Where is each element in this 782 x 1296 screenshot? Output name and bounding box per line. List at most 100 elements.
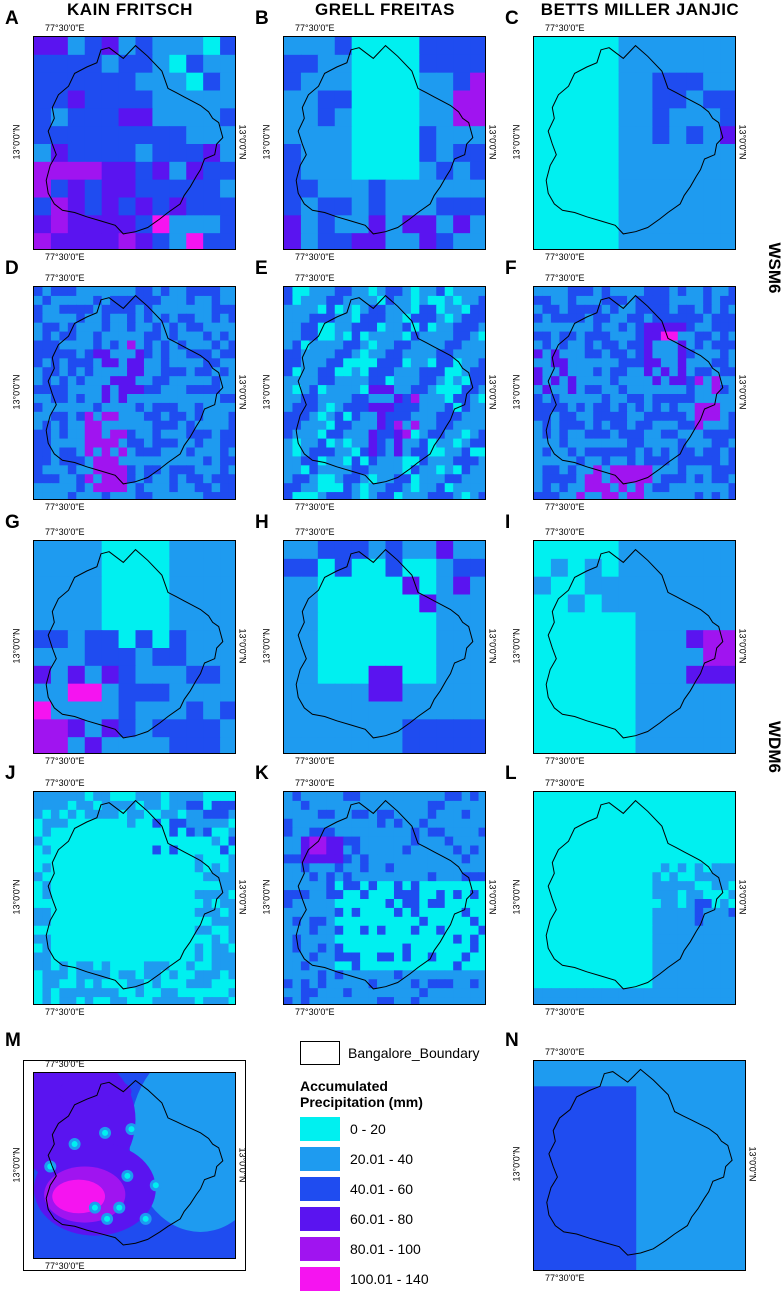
raster-cell [453,541,471,560]
raster-cell [635,179,654,199]
raster-cell [127,367,137,377]
raster-cell [534,872,544,882]
raster-cell [110,792,120,802]
raster-cell [461,367,471,377]
raster-cell [385,340,395,351]
raster-cell [220,854,230,864]
bangalore-boundary [295,294,474,485]
raster-cell [177,420,187,431]
raster-cell [593,394,603,404]
raster-cell [601,447,611,458]
raster-cell [559,394,569,404]
raster-cell [436,558,454,578]
raster-cell [220,907,230,918]
raster-cell [42,465,52,475]
raster-cell [203,429,213,440]
raster-cell [593,313,603,324]
raster-cell [194,295,204,306]
raster-cell [101,683,120,703]
raster-cell [67,943,77,954]
raster-cell [728,943,735,954]
raster-cell [618,818,628,829]
raster-cell [194,925,204,936]
raster-cell [135,438,145,449]
raster-cell [669,541,687,560]
raster-cell [550,144,569,163]
raster-cell [652,916,662,927]
raster-cell [135,349,145,359]
raster-cell [152,233,170,249]
raster-cell [660,429,670,440]
raster-cell [186,411,196,422]
latitude-tick-left: 13°0'0"N [261,374,272,410]
raster-cell [118,161,137,181]
raster-cell [593,367,603,377]
raster-cell [67,683,86,703]
raster-cell [300,420,310,431]
raster-cell [34,997,44,1004]
raster-cell [203,854,213,864]
raster-cell [419,558,437,578]
raster-cell [703,800,713,811]
raster-cell [76,304,86,315]
raster-cell [652,126,670,145]
raster-cell [67,358,77,368]
raster-cell [160,997,170,1004]
raster-cell [228,474,235,484]
raster-cell [720,179,735,199]
raster-cell [453,295,463,306]
raster-cell [118,665,137,685]
raster-cell [402,313,412,324]
raster-cell [101,719,120,738]
raster-cell [110,456,120,466]
raster-cell [194,934,204,945]
raster-cell [84,612,103,631]
raster-cell [360,800,370,811]
raster-cell [110,483,120,493]
raster-cell [93,792,103,802]
raster-cell [402,863,412,873]
raster-cell [470,943,480,954]
raster-cell [470,907,480,918]
raster-cell [220,233,235,249]
raster-cell [584,827,594,838]
raster-cell [118,54,137,74]
raster-cell [309,429,319,440]
raster-cell [186,970,196,980]
raster-cell [334,827,344,838]
raster-cell [576,916,586,927]
raster-cell [160,349,170,359]
raster-cell [559,872,569,882]
raster-cell [50,215,69,234]
raster-cell [334,683,353,703]
raster-cell [385,394,395,404]
row-label-wdm6: WDM6 [765,721,782,773]
raster-cell [169,890,179,900]
raster-cell [410,916,420,927]
raster-cell [402,144,420,163]
raster-cell [177,358,187,368]
raster-cell [135,836,145,847]
raster-cell [402,800,412,811]
raster-cell [118,719,137,738]
raster-cell [186,420,196,431]
raster-cell [300,90,319,109]
raster-cell [309,925,319,936]
raster-cell [110,800,120,811]
raster-cell [610,304,620,315]
raster-cell [567,456,577,466]
map-panel-h [283,540,486,754]
raster-cell [711,943,721,954]
raster-cell [584,304,594,315]
raster-cell [627,836,637,847]
raster-cell [436,54,454,74]
raster-cell [559,313,569,324]
raster-cell [720,447,730,458]
raster-cell [59,881,69,891]
raster-cell [203,358,213,368]
raster-cell [292,845,302,856]
raster-cell [101,126,120,145]
raster-cell [534,376,544,386]
raster-cell [118,340,128,351]
raster-cell [334,594,353,613]
